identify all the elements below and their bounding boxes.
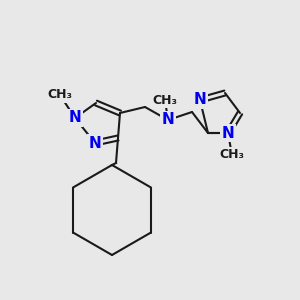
Text: N: N — [162, 112, 174, 128]
Text: CH₃: CH₃ — [152, 94, 178, 106]
Text: N: N — [69, 110, 81, 125]
Text: N: N — [222, 125, 234, 140]
Text: N: N — [88, 136, 101, 151]
Text: N: N — [194, 92, 206, 107]
Text: CH₃: CH₃ — [220, 148, 244, 161]
Text: CH₃: CH₃ — [47, 88, 73, 101]
